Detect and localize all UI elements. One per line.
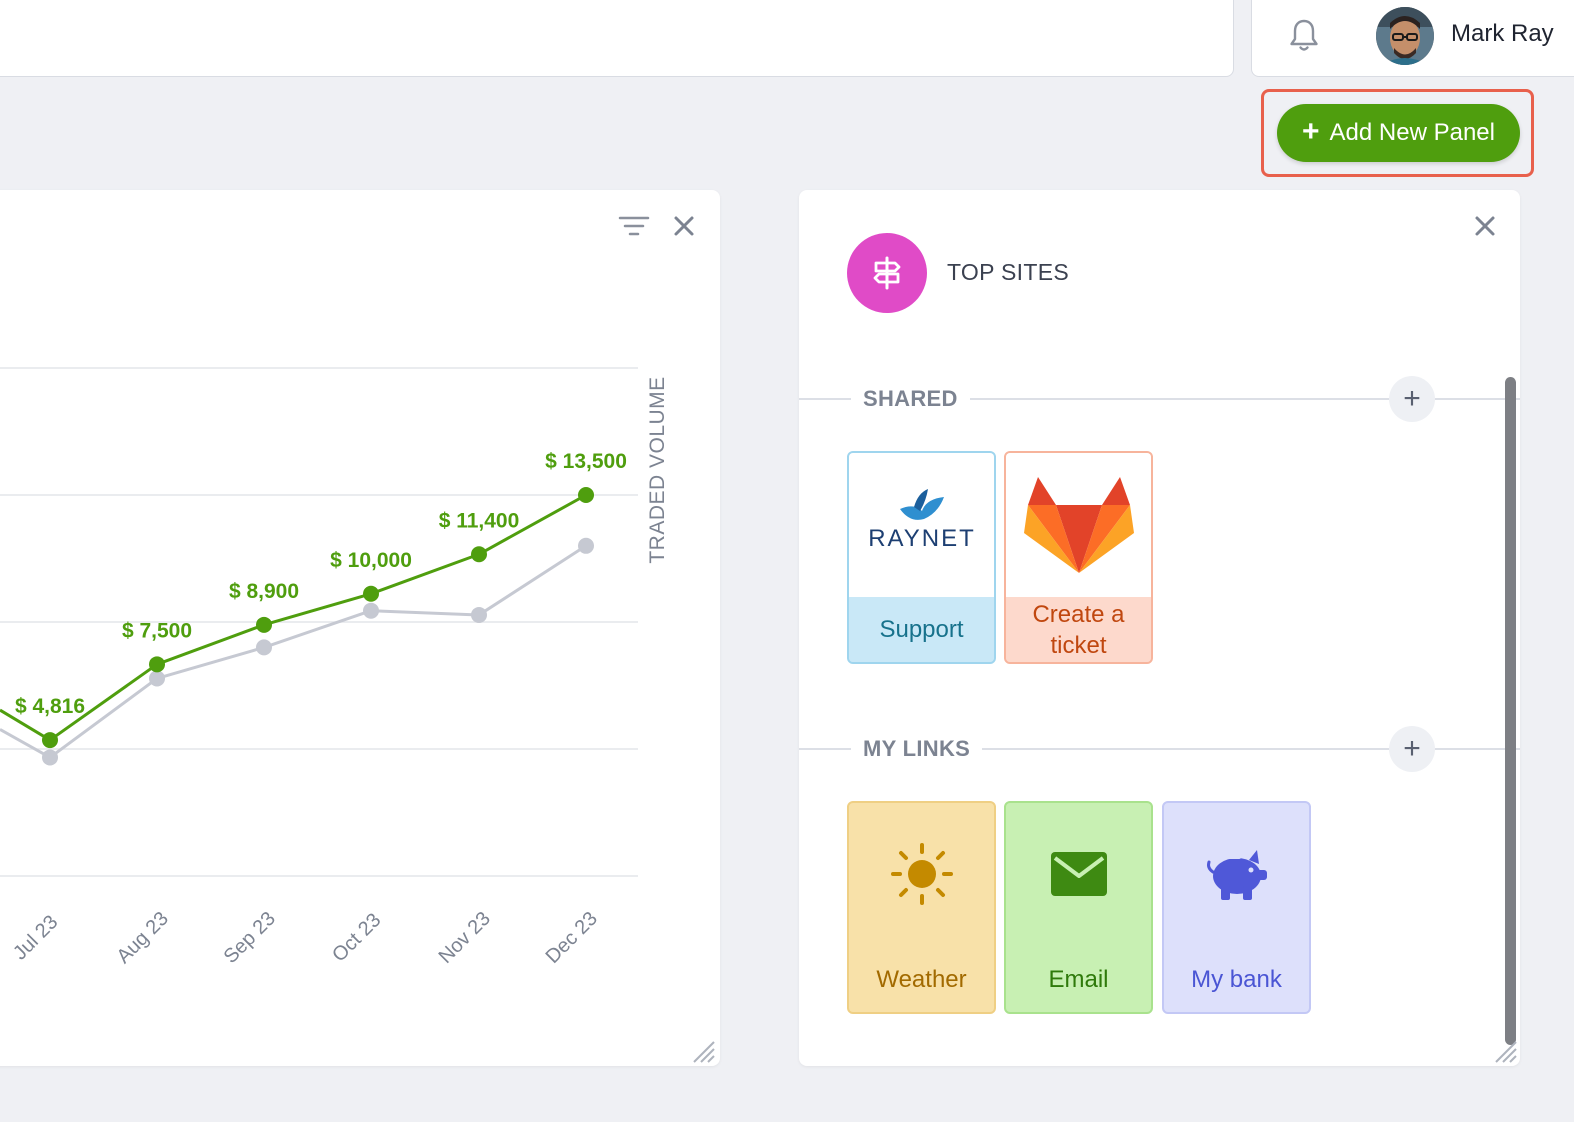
section-divider — [799, 748, 1520, 750]
shared-section-label: SHARED — [851, 386, 970, 412]
data-label: $ 4,816 — [15, 695, 85, 718]
data-point — [256, 616, 272, 633]
search-bar[interactable] — [0, 0, 1234, 77]
data-label: $ 7,500 — [122, 619, 192, 642]
data-label: $ 13,500 — [545, 450, 627, 473]
series-line-segment — [0, 728, 51, 759]
link-tile-label: Email — [1048, 966, 1109, 993]
add-new-panel-button[interactable]: + Add New Panel — [1277, 104, 1520, 162]
traded-volume-panel — [0, 190, 720, 1066]
add-new-panel-label: Add New Panel — [1329, 119, 1495, 146]
data-point — [363, 602, 379, 619]
close-icon[interactable] — [670, 212, 698, 240]
piggy-bank-icon — [1205, 839, 1269, 909]
data-label: $ 11,400 — [439, 509, 520, 532]
add-my-link-button[interactable]: + — [1389, 726, 1435, 772]
data-point — [149, 656, 165, 673]
traded-volume-chart: $ 4,816 $ 7,500 $ 8,900 $ 10,000 $ 11,400 $ 1… — [0, 367, 638, 968]
x-tick-label: Aug 23 — [113, 908, 173, 968]
link-tile-my-bank[interactable]: My bank — [1162, 801, 1311, 1014]
add-shared-link-button[interactable]: + — [1389, 376, 1435, 422]
data-point — [42, 749, 58, 766]
scrollbar[interactable] — [1505, 377, 1516, 1045]
series-line — [49, 493, 587, 742]
site-tile-support[interactable]: RAYNET Support — [847, 451, 996, 664]
my-links-section-label: MY LINKS — [851, 736, 983, 762]
y-axis-title: TRADED VOLUME — [646, 376, 669, 564]
link-tile-label: My bank — [1191, 966, 1282, 993]
data-point — [363, 585, 379, 602]
sun-icon — [890, 839, 954, 909]
site-tile-label: Support — [849, 597, 994, 662]
signpost-icon — [847, 233, 927, 313]
link-tile-email[interactable]: Email — [1004, 801, 1153, 1014]
data-label: $ 10,000 — [330, 549, 412, 572]
site-tile-label: Create a ticket — [1006, 597, 1151, 662]
top-sites-title: TOP SITES — [947, 259, 1070, 285]
data-point — [149, 670, 165, 687]
gitlab-logo — [1006, 453, 1151, 597]
x-tick-label: Dec 23 — [542, 908, 602, 968]
data-point — [42, 732, 58, 749]
series-line — [49, 544, 587, 759]
raynet-logo-text: RAYNET — [868, 525, 976, 552]
close-icon[interactable] — [1471, 212, 1499, 240]
section-divider — [799, 398, 1520, 400]
resize-handle-icon[interactable] — [1490, 1036, 1518, 1064]
data-point — [471, 606, 487, 623]
site-tile-create-ticket[interactable]: Create a ticket — [1004, 451, 1153, 664]
data-label: $ 8,900 — [229, 580, 299, 603]
add-panel-highlight — [1261, 89, 1534, 177]
bell-icon[interactable] — [1288, 18, 1320, 54]
data-point — [578, 487, 594, 503]
link-tile-weather[interactable]: Weather — [847, 801, 996, 1014]
data-point — [578, 537, 594, 554]
data-point — [471, 546, 487, 563]
x-tick-label: Sep 23 — [220, 908, 280, 968]
series-line-segment — [0, 708, 51, 742]
avatar[interactable] — [1376, 7, 1434, 65]
x-tick-label: Oct 23 — [328, 909, 385, 966]
data-point — [256, 639, 272, 656]
resize-handle-icon[interactable] — [688, 1036, 716, 1064]
x-tick-label: Jul 23 — [9, 911, 62, 964]
envelope-icon — [1049, 839, 1109, 909]
x-tick-label: Nov 23 — [435, 908, 495, 968]
link-tile-label: Weather — [876, 966, 967, 993]
raynet-logo: RAYNET — [849, 453, 994, 597]
filter-icon[interactable] — [616, 211, 652, 241]
user-name[interactable]: Mark Ray — [1451, 20, 1554, 47]
plus-icon: + — [1302, 115, 1320, 148]
